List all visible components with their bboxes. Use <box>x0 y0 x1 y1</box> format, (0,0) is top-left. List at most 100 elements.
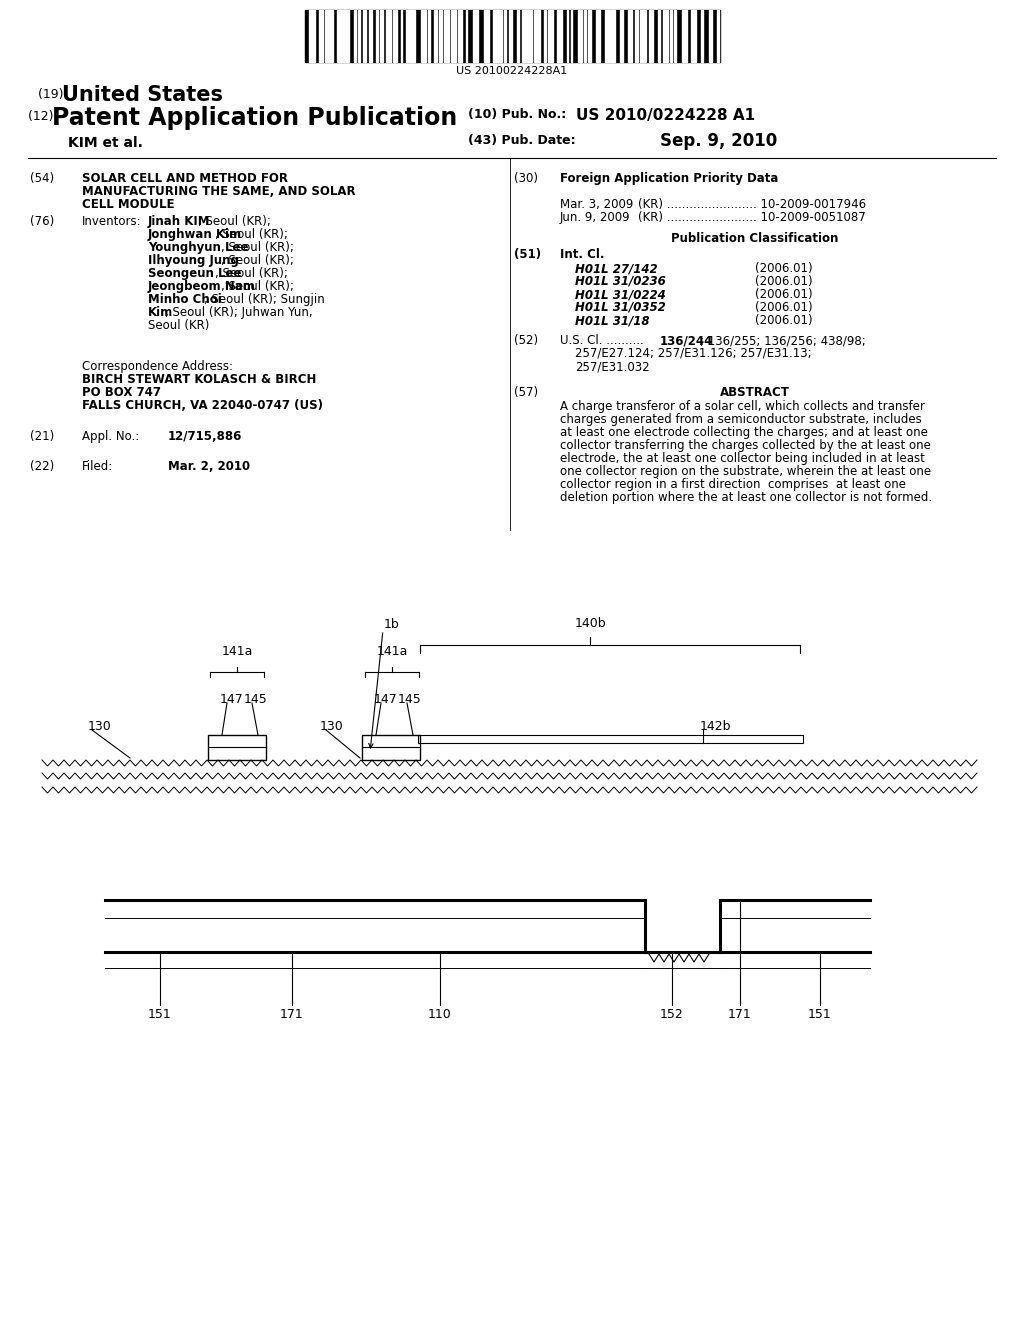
Text: 257/E27.124; 257/E31.126; 257/E31.13;: 257/E27.124; 257/E31.126; 257/E31.13; <box>575 347 812 360</box>
Bar <box>406 11 408 62</box>
Text: , Seoul (KR);: , Seoul (KR); <box>221 280 294 293</box>
Text: (57): (57) <box>514 385 539 399</box>
Text: US 20100224228A1: US 20100224228A1 <box>457 66 567 77</box>
Bar <box>428 11 430 62</box>
Text: 12/715,886: 12/715,886 <box>168 430 243 444</box>
Bar <box>338 11 342 62</box>
Text: (19): (19) <box>38 88 68 102</box>
Bar <box>557 11 562 62</box>
Text: charges generated from a semiconductor substrate, includes: charges generated from a semiconductor s… <box>560 413 922 426</box>
Text: Seoul (KR): Seoul (KR) <box>148 319 209 333</box>
Bar <box>658 11 660 62</box>
Bar <box>362 735 420 760</box>
Text: , Seoul (KR); Juhwan Yun,: , Seoul (KR); Juhwan Yun, <box>165 306 312 319</box>
Text: Patent Application Publication: Patent Application Publication <box>52 106 458 129</box>
Text: 136/244: 136/244 <box>660 334 714 347</box>
Text: 145: 145 <box>398 693 422 706</box>
Bar <box>642 11 646 62</box>
Bar <box>354 11 356 62</box>
Bar <box>596 11 600 62</box>
Bar <box>605 11 608 62</box>
Bar <box>328 11 334 62</box>
Bar <box>570 11 572 62</box>
Bar <box>458 11 462 62</box>
Bar <box>319 11 324 62</box>
Text: ABSTRACT: ABSTRACT <box>720 385 790 399</box>
Text: , Seoul (KR);: , Seoul (KR); <box>215 228 288 242</box>
Text: 140b: 140b <box>574 616 606 630</box>
Bar <box>370 11 372 62</box>
Text: FALLS CHURCH, VA 22040-0747 (US): FALLS CHURCH, VA 22040-0747 (US) <box>82 399 323 412</box>
Text: (30): (30) <box>514 172 538 185</box>
Bar <box>566 11 568 62</box>
Text: Inventors:: Inventors: <box>82 215 141 228</box>
Bar <box>418 735 803 743</box>
Text: H01L 31/0224: H01L 31/0224 <box>575 288 666 301</box>
Bar <box>522 11 525 62</box>
Text: 152: 152 <box>660 1008 684 1020</box>
Bar <box>466 11 468 62</box>
Bar <box>393 11 396 62</box>
Text: Seongeun Lee: Seongeun Lee <box>148 267 242 280</box>
Text: (10) Pub. No.:: (10) Pub. No.: <box>468 108 575 121</box>
Bar <box>439 11 442 62</box>
Bar <box>509 11 512 62</box>
Text: H01L 27/142: H01L 27/142 <box>575 261 657 275</box>
Text: US 2010/0224228 A1: US 2010/0224228 A1 <box>575 108 755 123</box>
Text: Correspondence Address:: Correspondence Address: <box>82 360 233 374</box>
Text: A charge transferor of a solar cell, which collects and transfer: A charge transferor of a solar cell, whi… <box>560 400 925 413</box>
Text: collector region in a first direction  comprises  at least one: collector region in a first direction co… <box>560 478 906 491</box>
Text: H01L 31/18: H01L 31/18 <box>575 314 649 327</box>
Bar <box>709 11 713 62</box>
Bar <box>501 11 503 62</box>
Text: 147: 147 <box>374 693 397 706</box>
Text: Kim: Kim <box>148 306 173 319</box>
Text: SOLAR CELL AND METHOD FOR: SOLAR CELL AND METHOD FOR <box>82 172 288 185</box>
Text: (52): (52) <box>514 334 539 347</box>
Text: , Seoul (KR);: , Seoul (KR); <box>221 253 294 267</box>
Text: 257/E31.032: 257/E31.032 <box>575 360 649 374</box>
Text: 151: 151 <box>808 1008 831 1020</box>
Bar <box>400 11 401 62</box>
Text: , Seoul (KR);: , Seoul (KR); <box>199 215 271 228</box>
Bar <box>452 11 456 62</box>
Text: 141a: 141a <box>221 645 253 657</box>
Bar <box>628 11 632 62</box>
Text: 110: 110 <box>428 1008 452 1020</box>
Text: (2006.01): (2006.01) <box>755 314 813 327</box>
Bar <box>610 11 614 62</box>
Bar <box>534 11 540 62</box>
Bar <box>434 11 437 62</box>
Bar <box>376 11 378 62</box>
Bar <box>548 11 553 62</box>
Text: 130: 130 <box>319 719 344 733</box>
Text: (21): (21) <box>30 430 54 444</box>
Bar <box>362 11 367 62</box>
Bar <box>309 11 314 62</box>
Bar <box>585 11 586 62</box>
Bar <box>701 11 703 62</box>
Text: 141a: 141a <box>376 645 408 657</box>
Bar <box>409 11 415 62</box>
Bar <box>494 11 499 62</box>
Text: Publication Classification: Publication Classification <box>672 232 839 246</box>
Text: (KR) ........................ 10-2009-0017946: (KR) ........................ 10-2009-00… <box>638 198 866 211</box>
Text: (2006.01): (2006.01) <box>755 275 813 288</box>
Text: KIM et al.: KIM et al. <box>68 136 143 150</box>
Text: 171: 171 <box>728 1008 752 1020</box>
Bar <box>578 11 582 62</box>
Bar <box>664 11 668 62</box>
Bar <box>640 11 641 62</box>
Text: U.S. Cl. ..........: U.S. Cl. .......... <box>560 334 644 347</box>
Bar <box>620 11 624 62</box>
Bar <box>671 11 672 62</box>
Text: Jinah KIM: Jinah KIM <box>148 215 211 228</box>
Text: (2006.01): (2006.01) <box>755 261 813 275</box>
Text: Jonghwan Kim: Jonghwan Kim <box>148 228 242 242</box>
Text: Minho Choi: Minho Choi <box>148 293 222 306</box>
Text: Mar. 3, 2009: Mar. 3, 2009 <box>560 198 634 211</box>
Text: ; 136/255; 136/256; 438/98;: ; 136/255; 136/256; 438/98; <box>700 334 865 347</box>
Bar <box>343 11 349 62</box>
Bar <box>589 11 591 62</box>
Bar <box>380 11 383 62</box>
